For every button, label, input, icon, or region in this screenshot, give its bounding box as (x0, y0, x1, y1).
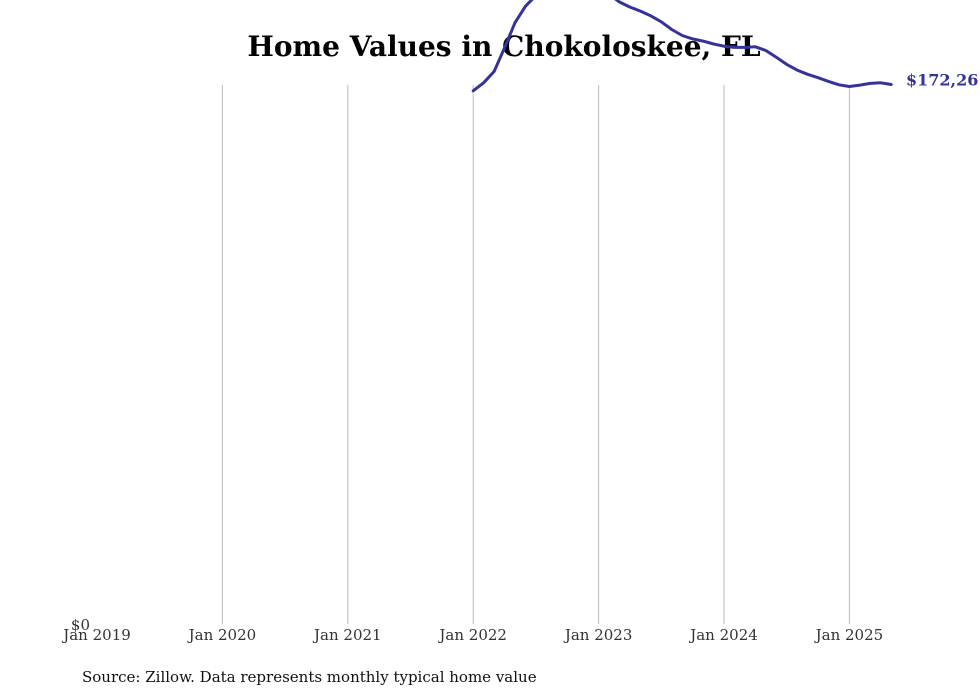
x-tick-label: Jan 2019 (61, 626, 131, 644)
x-tick-label: Jan 2021 (312, 626, 382, 644)
x-tick-label: Jan 2023 (563, 626, 633, 644)
y-tick-label: $0 (71, 616, 90, 634)
series-line (471, 0, 893, 93)
grid-lines (221, 85, 850, 624)
x-tick-label: Jan 2024 (688, 626, 758, 644)
end-value-label: $172,26 (906, 71, 978, 90)
x-tick-label: Jan 2025 (814, 626, 884, 644)
x-tick-label: Jan 2020 (187, 626, 257, 644)
x-tick-label: Jan 2022 (437, 626, 507, 644)
series-layer: $172,26 (471, 0, 978, 93)
axis-tick-labels: Jan 2019 Jan 2020 Jan 2021 Jan 2022 Jan 2023… (61, 616, 883, 644)
source-note: Source: Zillow. Data represents monthly … (82, 668, 537, 686)
